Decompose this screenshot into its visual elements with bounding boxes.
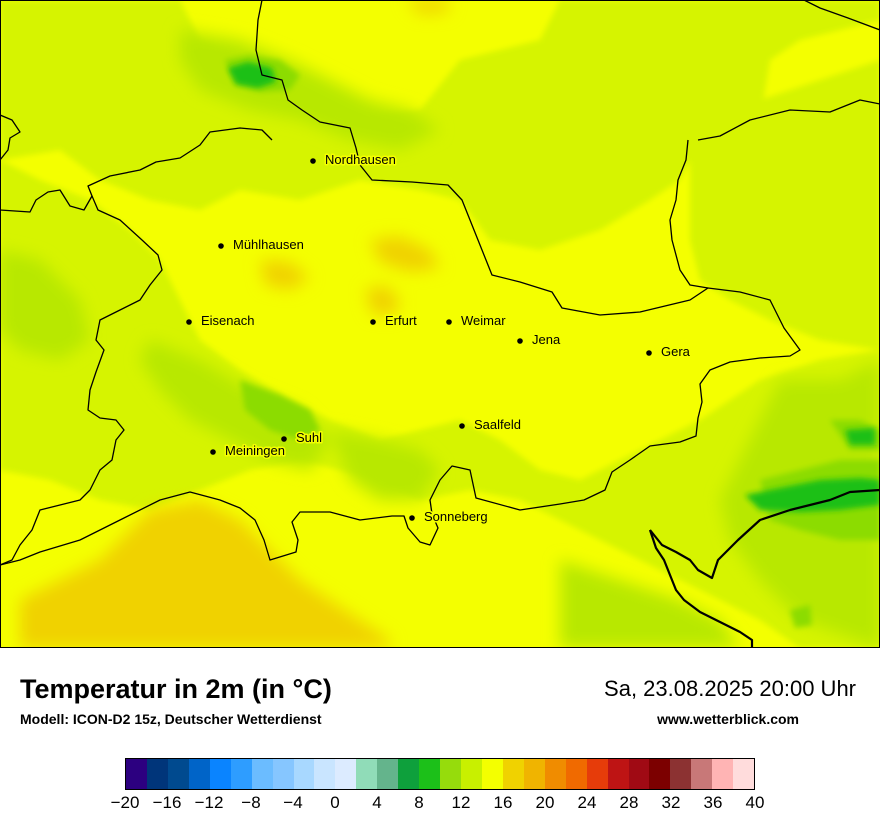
colorbar-tick-label: 36 — [703, 793, 723, 812]
colorbar-tick-label: 16 — [493, 793, 513, 812]
city-dot — [370, 319, 376, 325]
city-dot — [459, 423, 465, 429]
colorbar-swatch — [649, 759, 671, 789]
city-dot — [210, 449, 216, 455]
city-markers: Nordhausen Mühlhausen Eisenach Erfurt We… — [186, 151, 692, 526]
city-dot — [409, 515, 415, 521]
colorbar-tick-label: −20 — [110, 793, 140, 812]
city-label: Erfurt — [385, 313, 417, 328]
colorbar-tick-label: −8 — [241, 793, 261, 812]
colorbar-swatch — [335, 759, 357, 789]
map-legend-footer: Temperatur in 2m (in °C) Modell: ICON-D2… — [0, 648, 880, 830]
city-jena: Jena — [517, 331, 562, 349]
forecast-datetime: Sa, 23.08.2025 20:00 Uhr — [604, 676, 856, 701]
colorbar-swatch — [440, 759, 461, 789]
city-eisenach: Eisenach — [186, 312, 256, 330]
colorbar-swatch — [146, 759, 168, 789]
city-label: Sonneberg — [424, 509, 488, 524]
map-canvas: Nordhausen Mühlhausen Eisenach Erfurt We… — [0, 0, 880, 648]
city-dot — [186, 319, 192, 325]
colorbar-tick-label: −16 — [152, 793, 182, 812]
city-nordhausen: Nordhausen — [310, 151, 397, 169]
city-meiningen: Meiningen — [210, 442, 287, 460]
city-muehlhausen: Mühlhausen — [218, 236, 305, 254]
colorbar-swatch — [712, 759, 734, 789]
colorbar-swatch — [691, 759, 713, 789]
colorbar-swatch — [314, 759, 336, 789]
colorbar-swatch — [398, 759, 420, 789]
colorbar-tick-label: 24 — [577, 793, 597, 812]
model-source: Modell: ICON-D2 15z, Deutscher Wetterdie… — [20, 711, 322, 727]
city-gera: Gera — [646, 343, 692, 361]
city-dot — [517, 338, 523, 344]
colorbar-tick-label: 4 — [372, 793, 382, 812]
colorbar-ticks: −20 −16 −12 −8 −4 0 4 8 12 16 20 24 28 32 36 40 — [111, 793, 765, 817]
colorbar-swatch — [188, 759, 210, 789]
city-dot — [646, 350, 652, 356]
colorbar-tick-label: 20 — [535, 793, 555, 812]
colorbar-swatch — [230, 759, 252, 789]
city-label: Gera — [661, 344, 691, 359]
city-saalfeld: Saalfeld — [459, 416, 522, 434]
country-border — [648, 488, 880, 648]
colorbar-swatch — [167, 759, 189, 789]
colorbar-tick-label: −12 — [194, 793, 224, 812]
colorbar-swatch — [272, 759, 294, 789]
colorbar-swatch — [607, 759, 629, 789]
colorbar-swatch — [461, 759, 482, 789]
temperature-map: Nordhausen Mühlhausen Eisenach Erfurt We… — [0, 0, 880, 648]
city-label: Nordhausen — [325, 152, 396, 167]
city-dot — [310, 158, 316, 164]
colorbar-swatch — [523, 759, 545, 789]
colorbar-tick-label: 8 — [414, 793, 424, 812]
website-link[interactable]: www.wetterblick.com — [657, 711, 799, 727]
city-label: Mühlhausen — [233, 237, 304, 252]
city-label: Saalfeld — [474, 417, 521, 432]
city-label: Suhl — [296, 430, 322, 445]
state-borders — [0, 0, 880, 648]
city-weimar: Weimar — [446, 312, 508, 330]
colorbar-swatch — [419, 759, 441, 789]
colorbar-tick-label: 28 — [619, 793, 639, 812]
colorbar-tick-label: 40 — [745, 793, 765, 812]
city-label: Meiningen — [225, 443, 285, 458]
city-dot — [446, 319, 452, 325]
colorbar-tick-label: −4 — [283, 793, 303, 812]
city-suhl: Suhl — [281, 429, 324, 447]
city-dot — [218, 243, 224, 249]
colorbar-swatch — [356, 759, 378, 789]
temperature-field-6 — [228, 62, 880, 512]
map-title: Temperatur in 2m (in °C) — [20, 674, 332, 704]
colorbar-swatch — [502, 759, 524, 789]
city-label: Jena — [532, 332, 561, 347]
city-erfurt: Erfurt — [370, 312, 419, 330]
temperature-colorbar — [125, 758, 755, 790]
colorbar-tick-label: 0 — [330, 793, 340, 812]
colorbar-swatch — [565, 759, 587, 789]
colorbar-swatch — [377, 759, 399, 789]
city-dot — [281, 436, 287, 442]
colorbar-swatch — [126, 759, 147, 789]
colorbar-swatch — [670, 759, 692, 789]
colorbar-swatch — [544, 759, 566, 789]
city-sonneberg: Sonneberg — [409, 508, 489, 526]
colorbar-tick-label: 32 — [661, 793, 681, 812]
colorbar-swatch — [628, 759, 650, 789]
colorbar-swatch — [293, 759, 315, 789]
city-label: Weimar — [461, 313, 506, 328]
colorbar-swatch — [209, 759, 231, 789]
temperature-field-18 — [20, 0, 450, 648]
colorbar-swatch — [481, 759, 503, 789]
city-label: Eisenach — [201, 313, 254, 328]
colorbar-swatch — [586, 759, 608, 789]
colorbar-swatch — [251, 759, 273, 789]
colorbar-swatch — [733, 759, 755, 789]
colorbar-tick-label: 12 — [451, 793, 471, 812]
